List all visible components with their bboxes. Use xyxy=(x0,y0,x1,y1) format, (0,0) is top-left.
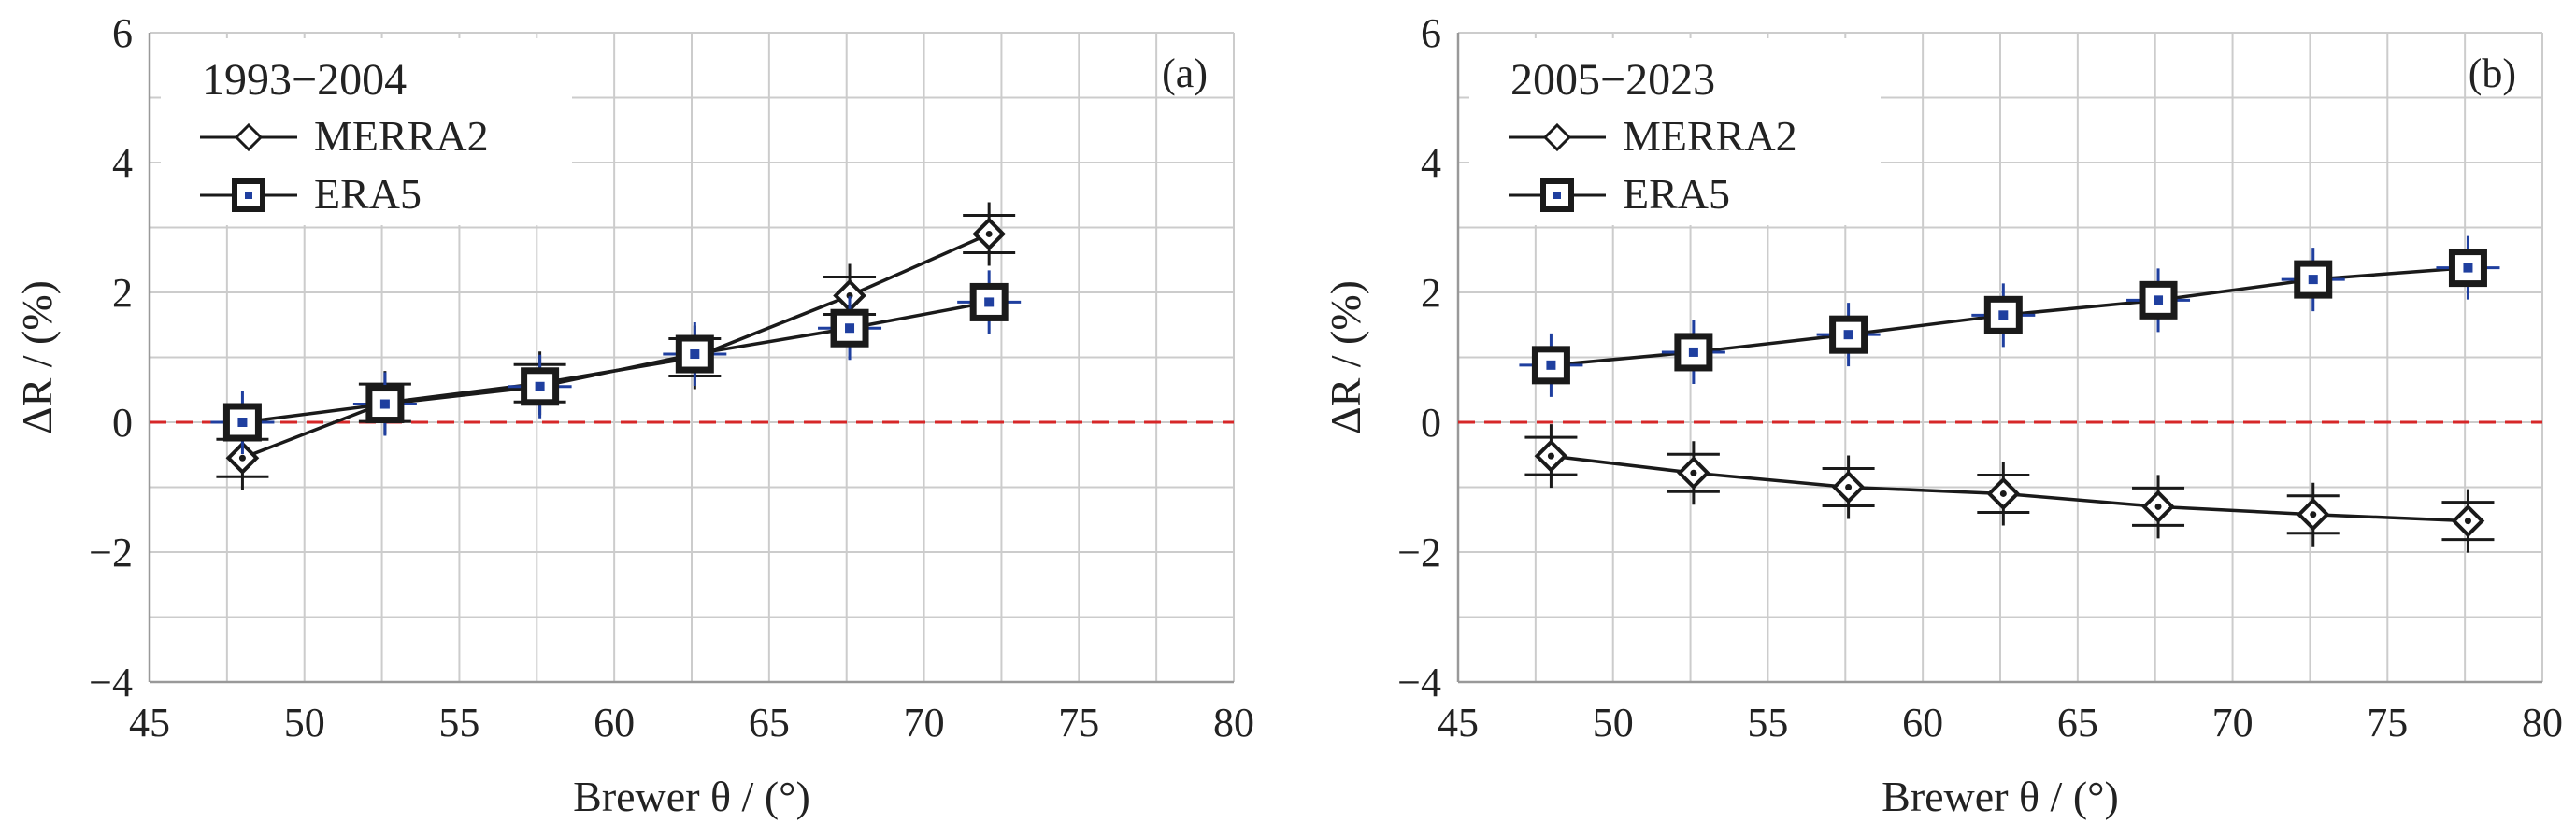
legend-marker-diamond xyxy=(234,122,264,152)
y-tick-label: 6 xyxy=(1421,10,1441,56)
x-tick-label: 75 xyxy=(2367,700,2408,746)
data-point-era5-center xyxy=(2154,295,2164,305)
y-axis-label: ΔR / (%) xyxy=(13,280,61,434)
y-tick-label: 6 xyxy=(112,10,133,56)
data-point-era5-center xyxy=(1998,310,2009,320)
legend-label-merra2: MERRA2 xyxy=(1623,112,1797,160)
panel-tag: (a) xyxy=(1162,50,1208,96)
x-tick-label: 60 xyxy=(594,700,635,746)
series-era5 xyxy=(210,270,1022,454)
y-tick-label: 4 xyxy=(112,140,133,186)
chart-panel-a: 45 50 55 60 65 70 75 80 6 4 2 0 −2 −4 Brewer θ / (°) ΔR… xyxy=(13,10,1254,820)
data-point-era5-center xyxy=(1843,330,1853,340)
data-point-era5-center xyxy=(237,418,248,427)
data-point-era5-center xyxy=(2463,263,2473,273)
x-tick-label: 55 xyxy=(438,700,479,746)
x-tick-label: 50 xyxy=(284,700,325,746)
x-tick-label: 65 xyxy=(749,700,790,746)
y-tick-label: −4 xyxy=(1397,660,1441,705)
data-point-merra2-center xyxy=(2310,511,2317,518)
x-tick-label: 75 xyxy=(1058,700,1099,746)
data-point-merra2-center xyxy=(1690,469,1697,476)
y-tick-label: −2 xyxy=(1397,530,1441,575)
legend-marker-square xyxy=(232,178,265,212)
legend-label-era5: ERA5 xyxy=(1623,170,1730,218)
x-tick-label: 50 xyxy=(1593,700,1634,746)
panel-tag: (b) xyxy=(2469,50,2516,96)
y-axis-label: ΔR / (%) xyxy=(1322,280,1369,434)
x-tick-label: 65 xyxy=(2057,700,2098,746)
x-axis-label: Brewer θ / (°) xyxy=(1882,773,2119,820)
legend-title: 1993−2004 xyxy=(202,55,407,105)
series-line-era5 xyxy=(242,300,990,424)
data-point-merra2-center xyxy=(2464,518,2471,525)
legend-label-era5: ERA5 xyxy=(314,170,422,218)
legend: 2005−2023 MERRA2 ERA5 xyxy=(1469,38,1881,225)
x-axis-label: Brewer θ / (°) xyxy=(573,773,810,820)
y-tick-label: 2 xyxy=(1421,270,1441,316)
y-tick-label: 4 xyxy=(1421,140,1441,186)
series-line-merra2 xyxy=(241,232,990,460)
data-point-merra2-center xyxy=(846,291,853,299)
y-tick-label: 0 xyxy=(1421,400,1441,446)
data-point-era5-center xyxy=(535,381,545,391)
x-tick-label: 55 xyxy=(1747,700,1788,746)
data-point-era5-center xyxy=(690,349,700,360)
series-era5 xyxy=(1519,235,2500,397)
data-point-era5-center xyxy=(1688,347,1698,357)
x-tick-label: 80 xyxy=(2522,700,2563,746)
y-tick-label: −2 xyxy=(89,530,133,575)
legend-marker-diamond xyxy=(1542,122,1572,152)
x-tick-label: 70 xyxy=(2212,700,2254,746)
x-tick-label: 70 xyxy=(904,700,945,746)
chart-panel-b: 45 50 55 60 65 70 75 80 6 4 2 0 −2 −4 Brewer θ / (°) ΔR… xyxy=(1322,10,2563,820)
data-point-era5-center xyxy=(2308,275,2318,285)
legend: 1993−2004 MERRA2 ERA5 xyxy=(161,38,572,225)
x-tick-label: 45 xyxy=(1438,700,1479,746)
legend-marker-center xyxy=(1553,192,1561,199)
data-point-era5 xyxy=(521,367,560,406)
data-point-merra2-center xyxy=(238,454,246,462)
legend-title: 2005−2023 xyxy=(1510,55,1715,105)
data-point-era5-center xyxy=(984,297,995,307)
data-point-era5-center xyxy=(1546,360,1556,370)
legend-label-merra2: MERRA2 xyxy=(314,112,489,160)
legend-marker-center xyxy=(245,192,252,199)
y-tick-label: −4 xyxy=(89,660,133,705)
data-point-merra2-center xyxy=(1845,484,1853,490)
x-tick-label: 60 xyxy=(1902,700,1943,746)
series-merra2 xyxy=(1524,424,2495,553)
y-tick-label: 0 xyxy=(112,400,133,446)
data-point-merra2-center xyxy=(1547,452,1554,460)
series-merra2 xyxy=(216,202,1016,490)
data-point-era5-center xyxy=(845,323,855,334)
data-point-era5-center xyxy=(379,399,390,409)
y-tick-label: 2 xyxy=(112,270,133,316)
data-point-merra2-center xyxy=(1999,490,2007,497)
x-tick-label: 45 xyxy=(129,700,170,746)
data-point-merra2-center xyxy=(985,230,993,237)
data-point-merra2-center xyxy=(2154,503,2162,510)
x-tick-label: 80 xyxy=(1213,700,1254,746)
